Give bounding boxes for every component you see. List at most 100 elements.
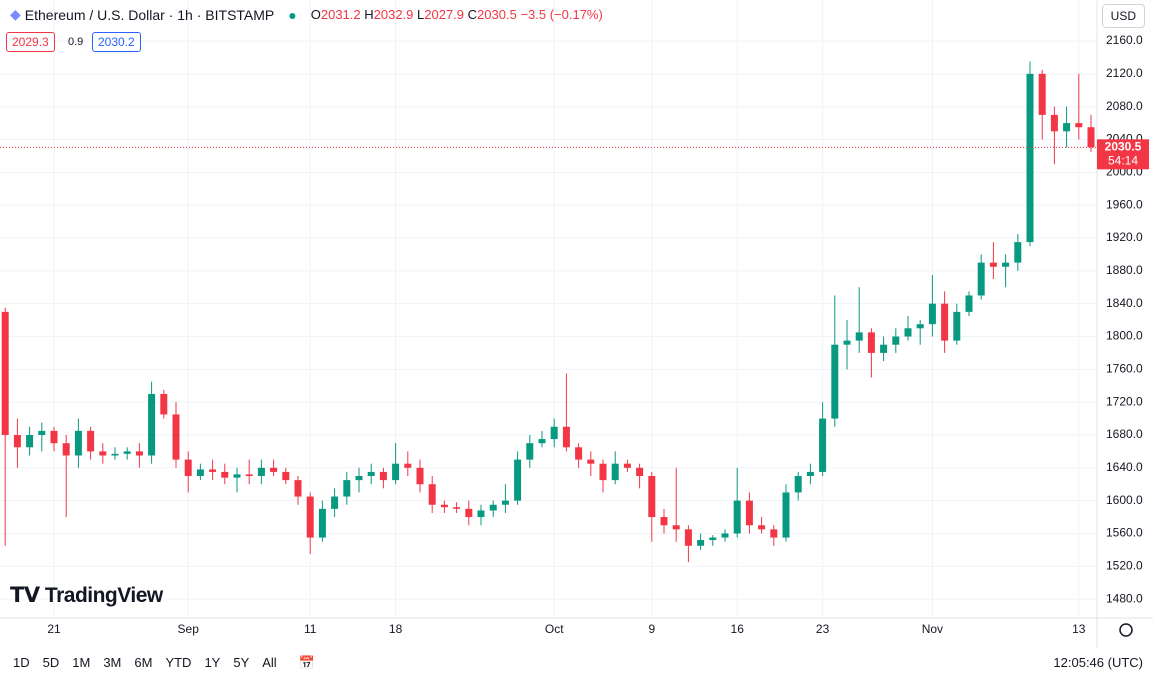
candle-body bbox=[489, 504, 497, 511]
candle-body bbox=[721, 533, 729, 538]
y-tick-label: 1640.0 bbox=[1106, 460, 1143, 474]
y-tick-label: 2120.0 bbox=[1106, 66, 1143, 80]
range-button[interactable]: 3M bbox=[103, 655, 122, 670]
buy-price[interactable]: 2030.2 bbox=[92, 32, 141, 52]
logo: 𝗧𝗩 TradingView bbox=[10, 584, 163, 607]
candle-body bbox=[867, 332, 875, 353]
candle-body bbox=[977, 262, 985, 296]
symbol-title[interactable]: Ethereum / U.S. Dollar · 1h · BITSTAMP bbox=[24, 6, 275, 23]
candle-body bbox=[123, 451, 131, 454]
candle-body bbox=[1050, 114, 1058, 132]
candle-body bbox=[13, 434, 21, 448]
chart: 1480.0 1520.0 1560.0 1600.0 1640.0 1680.0 1720… bbox=[0, 0, 1153, 648]
candle-body bbox=[1, 311, 9, 435]
date-range-icon[interactable]: 📅 bbox=[298, 654, 315, 670]
candle-body bbox=[26, 434, 34, 448]
candle-body bbox=[843, 340, 851, 345]
range-button[interactable]: YTD bbox=[165, 655, 192, 670]
range-button[interactable]: 1M bbox=[72, 655, 91, 670]
candle-body bbox=[1075, 123, 1083, 128]
candle-body bbox=[904, 328, 912, 337]
y-tick-label: 1480.0 bbox=[1106, 591, 1143, 605]
range-button[interactable]: 5D bbox=[42, 655, 60, 670]
x-tick-label: 11 bbox=[304, 622, 317, 636]
settings-icon[interactable] bbox=[1119, 623, 1133, 637]
candle-body bbox=[74, 430, 82, 456]
candle-body bbox=[440, 504, 448, 508]
candle-body bbox=[196, 469, 204, 477]
range-button[interactable]: 1D bbox=[13, 655, 30, 670]
y-tick-label: 1600.0 bbox=[1106, 493, 1143, 507]
candle-body bbox=[660, 517, 668, 526]
candle-body bbox=[245, 474, 253, 477]
candle-body bbox=[38, 430, 46, 435]
candle-body bbox=[538, 439, 546, 444]
clock: 12:05:46 (UTC) bbox=[1053, 655, 1143, 670]
candle-body bbox=[611, 463, 619, 481]
candle-body bbox=[233, 474, 241, 478]
last-price-label: 2030.5 bbox=[1105, 139, 1142, 153]
candle-body bbox=[648, 476, 656, 518]
candle-body bbox=[428, 484, 436, 505]
sell-price[interactable]: 2029.3 bbox=[6, 32, 55, 52]
candle-body bbox=[1002, 262, 1010, 267]
candle-body bbox=[770, 529, 778, 538]
candle-body bbox=[392, 463, 400, 481]
candle-body bbox=[684, 529, 692, 546]
candle-body bbox=[758, 525, 766, 530]
candle-body bbox=[855, 332, 863, 341]
candle-body bbox=[1063, 123, 1071, 132]
candle-body bbox=[819, 418, 827, 472]
open-value: 2031.2 bbox=[320, 7, 361, 22]
candle-body bbox=[111, 453, 119, 456]
range-button[interactable]: 5Y bbox=[233, 655, 250, 670]
ohlc-readout: O2031.2 H2032.9 L2027.9 C2030.5 −3.5 (−0… bbox=[311, 7, 603, 22]
candle-body bbox=[416, 467, 424, 485]
candle-body bbox=[550, 426, 558, 440]
range-button[interactable]: All bbox=[262, 655, 277, 670]
candle-body bbox=[355, 476, 363, 481]
last-price-box bbox=[1097, 139, 1149, 170]
y-tick-label: 1880.0 bbox=[1106, 263, 1143, 277]
candle-body bbox=[172, 414, 180, 460]
candle-body bbox=[697, 540, 705, 546]
x-tick-label: 18 bbox=[389, 622, 403, 636]
open-key: O bbox=[310, 7, 321, 22]
candle-body bbox=[989, 262, 997, 267]
candle-body bbox=[672, 525, 680, 530]
y-tick-label: 1520.0 bbox=[1106, 558, 1143, 572]
y-tick-label: 2080.0 bbox=[1106, 99, 1143, 113]
change: −3.5 (−0.17%) bbox=[520, 7, 603, 22]
low-value: 2027.9 bbox=[424, 7, 465, 22]
candle-body bbox=[294, 480, 302, 497]
candle-body bbox=[477, 510, 485, 518]
candle-body bbox=[331, 496, 339, 509]
candle-body bbox=[514, 459, 522, 501]
candle-body bbox=[1026, 73, 1034, 243]
candle-body bbox=[953, 311, 961, 341]
x-tick-label: 23 bbox=[816, 622, 830, 636]
candle-body bbox=[87, 430, 95, 452]
range-button[interactable]: 1Y bbox=[204, 655, 221, 670]
candle-body bbox=[599, 463, 607, 481]
candle-body bbox=[794, 476, 802, 493]
x-tick-label: 9 bbox=[648, 622, 655, 636]
candle-body bbox=[1087, 127, 1095, 148]
status-dot: ● bbox=[288, 6, 297, 23]
high-value: 2032.9 bbox=[373, 7, 414, 22]
candle-body bbox=[587, 459, 595, 464]
range-button[interactable]: 6M bbox=[134, 655, 153, 670]
candle-body bbox=[148, 393, 156, 456]
candle-body bbox=[562, 426, 570, 448]
candle-body bbox=[99, 451, 107, 456]
candle-body bbox=[501, 500, 509, 505]
candle-body bbox=[575, 447, 583, 460]
y-tick-label: 1960.0 bbox=[1106, 197, 1143, 211]
currency-button[interactable]: USD bbox=[1101, 4, 1145, 28]
candle-body bbox=[257, 467, 265, 477]
spread: 0.9 bbox=[68, 36, 84, 48]
candle-body bbox=[221, 471, 229, 478]
candle-body bbox=[367, 471, 375, 477]
y-tick-label: 1760.0 bbox=[1106, 361, 1143, 375]
